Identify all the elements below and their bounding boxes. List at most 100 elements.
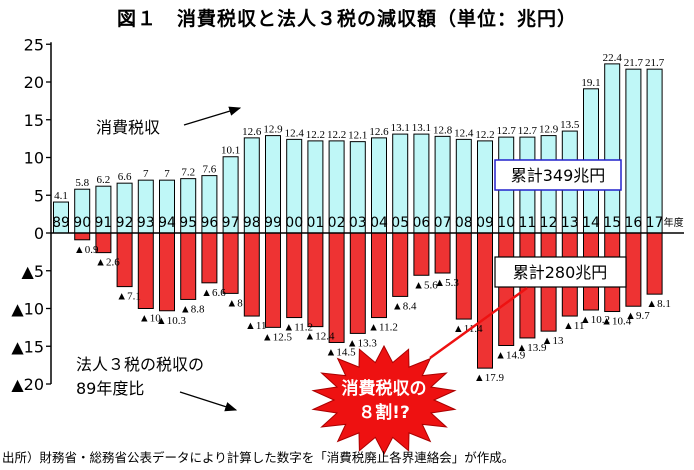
- consumption-value-label: 10.1: [221, 145, 240, 157]
- corporate-value-label: ▲10.3: [156, 315, 187, 327]
- y-tick-label: 5: [34, 186, 44, 205]
- category-label: 93: [137, 215, 155, 231]
- consumption-value-label: 19.1: [581, 77, 600, 89]
- consumption-bar: [625, 68, 642, 234]
- consumption-value-label: 12.9: [263, 124, 283, 136]
- category-label: 07: [434, 215, 452, 231]
- corporate-value-label: ▲9.7: [625, 310, 650, 322]
- corporate-value-label: ▲10.2: [580, 314, 610, 326]
- category-label: 15: [603, 215, 621, 231]
- consumption-value-label: 7: [143, 168, 149, 180]
- consumption-value-label: 6.6: [118, 171, 132, 183]
- consumption-value-label: 13.5: [560, 119, 580, 131]
- corporate-value-label: ▲6.6: [201, 287, 226, 299]
- consumption-value-label: 21.7: [645, 57, 665, 69]
- corporate-value-label: ▲11: [563, 320, 584, 332]
- y-tick-label: 15: [24, 111, 44, 130]
- category-label: 14: [582, 215, 600, 231]
- corporate-value-label: ▲8.4: [392, 300, 417, 312]
- category-label: 99: [264, 215, 282, 231]
- consumption-value-label: 6.2: [97, 174, 111, 186]
- category-label: 02: [328, 215, 346, 231]
- corporate-bar: [307, 232, 324, 328]
- corporate-bar: [159, 232, 175, 312]
- consumption-value-label: 4.1: [54, 190, 68, 202]
- consumption-bar: [646, 68, 663, 234]
- category-label: 97: [222, 215, 240, 231]
- category-label: 98: [243, 215, 261, 231]
- category-label: 08: [455, 215, 473, 231]
- corporate-value-label: ▲2.6: [95, 257, 120, 269]
- corporate-value-label: ▲11.2: [283, 322, 313, 334]
- y-tick-label: 10: [24, 149, 44, 168]
- corporate-bar: [243, 232, 260, 317]
- corporate-bar: [392, 232, 409, 297]
- category-label: 91: [94, 215, 112, 231]
- corporate-value-label: ▲13.9: [516, 342, 547, 354]
- category-label: 96: [200, 215, 218, 231]
- category-label: 16: [624, 215, 642, 231]
- category-label: 94: [158, 215, 176, 231]
- corporate-value-label: ▲10: [139, 313, 161, 325]
- y-tick-label: 25: [24, 35, 44, 54]
- corporate-bar: [222, 232, 239, 294]
- category-label: 90: [73, 215, 91, 231]
- consumption-value-label: 7: [164, 168, 170, 180]
- consumption-value-label: 13.1: [391, 122, 410, 134]
- corporate-value-label: ▲11.2: [368, 322, 398, 334]
- corporate-bar: [328, 232, 345, 343]
- corporate-series-label-line2: 89年度比: [76, 379, 144, 398]
- total-corporate-box: [494, 256, 627, 288]
- y-tick-label: ▲20: [11, 375, 44, 394]
- corporate-bar: [646, 232, 663, 295]
- category-label: 05: [391, 215, 409, 231]
- consumption-value-label: 12.2: [475, 129, 494, 141]
- category-label: 01: [306, 215, 324, 231]
- consumption-value-label: 12.1: [348, 130, 367, 142]
- consumption-value-label: 12.8: [433, 124, 453, 136]
- y-tick-label: 0: [34, 224, 44, 243]
- consumption-bar: [604, 63, 621, 234]
- corporate-value-label: ▲12.5: [262, 331, 293, 343]
- category-label: 17: [646, 215, 664, 231]
- corporate-value-label: ▲14.5: [326, 346, 357, 358]
- corporate-bar: [413, 232, 430, 276]
- consumption-value-label: 12.2: [327, 129, 346, 141]
- corporate-bar: [371, 232, 387, 319]
- corporate-value-label: ▲14.9: [495, 349, 526, 361]
- consumption-value-label: 7.2: [181, 167, 195, 179]
- category-label: 89: [52, 215, 70, 231]
- consumption-value-label: 5.8: [75, 177, 89, 189]
- corporate-value-label: ▲12.4: [304, 331, 335, 343]
- corporate-bar: [625, 232, 642, 307]
- corporate-series-label-line1: 法人３税の税収の: [76, 355, 204, 374]
- chart-title: 図１ 消費税収と法人３税の減収額（単位：兆円）: [116, 8, 577, 30]
- consumption-value-label: 7.6: [203, 164, 217, 176]
- category-label: 92: [116, 215, 134, 231]
- y-tick-label: ▲15: [11, 337, 44, 356]
- consumption-value-label: 13.1: [412, 122, 431, 134]
- source-note: 出所）財務省・総務省公表データにより計算した数字を「消費税廃止各界連絡会」が作成…: [2, 450, 515, 465]
- category-label: 06: [412, 215, 430, 231]
- corporate-value-label: ▲13: [542, 335, 564, 347]
- y-tick-label: 20: [24, 73, 44, 92]
- category-label: 12: [540, 215, 558, 231]
- consumption-value-label: 12.4: [454, 127, 474, 139]
- category-label: 11: [518, 215, 536, 231]
- corporate-value-label: ▲5.3: [434, 277, 459, 289]
- consumption-value-label: 21.7: [624, 57, 644, 69]
- consumption-value-label: 12.6: [369, 126, 389, 138]
- corporate-bar: [286, 232, 303, 319]
- consumption-value-label: 12.7: [518, 125, 538, 137]
- burst-pointer: [429, 286, 528, 360]
- consumption-arrow: [183, 106, 242, 126]
- corporate-value-label: ▲7.1: [116, 291, 141, 303]
- consumption-value-label: 12.7: [497, 125, 517, 137]
- corporate-bar: [74, 232, 91, 241]
- consumption-value-label: 12.9: [539, 124, 559, 136]
- corporate-value-label: ▲5.6: [413, 279, 438, 291]
- burst-callout: [311, 344, 457, 456]
- consumption-value-label: 12.4: [285, 127, 305, 139]
- corporate-bar: [434, 232, 451, 274]
- corporate-value-label: ▲8: [226, 297, 243, 309]
